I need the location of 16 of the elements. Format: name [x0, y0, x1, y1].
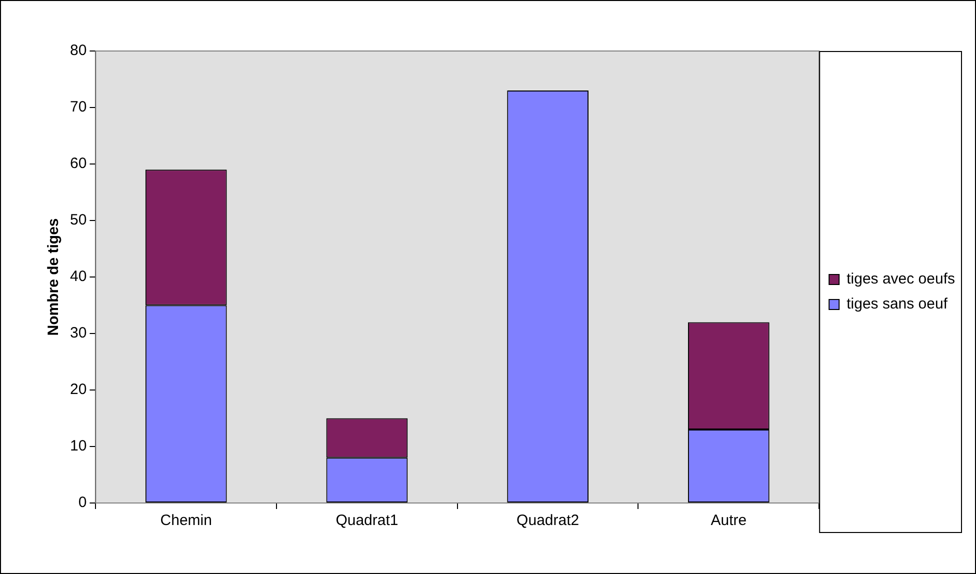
y-tick-label: 40 — [70, 268, 87, 286]
x-tick-label: Autre — [710, 512, 747, 530]
y-tick-label: 70 — [70, 98, 87, 116]
y-tick-label: 60 — [70, 155, 87, 172]
legend-label: tiges avec oeufs — [846, 270, 956, 288]
y-tick-label: 10 — [70, 438, 87, 455]
x-tick-label: Chemin — [160, 512, 212, 530]
y-axis-title: Nombre de tiges — [45, 218, 62, 336]
x-tick-label: Quadrat1 — [336, 512, 398, 530]
y-tick-label: 80 — [70, 42, 87, 60]
y-tick-label: 50 — [70, 212, 87, 229]
legend-label: tiges sans oeuf — [846, 296, 948, 313]
y-tick-label: 20 — [70, 381, 87, 398]
y-tick-label: 0 — [78, 494, 87, 512]
y-tick-label: 30 — [70, 324, 87, 342]
x-tick-label: Quadrat2 — [516, 512, 580, 530]
